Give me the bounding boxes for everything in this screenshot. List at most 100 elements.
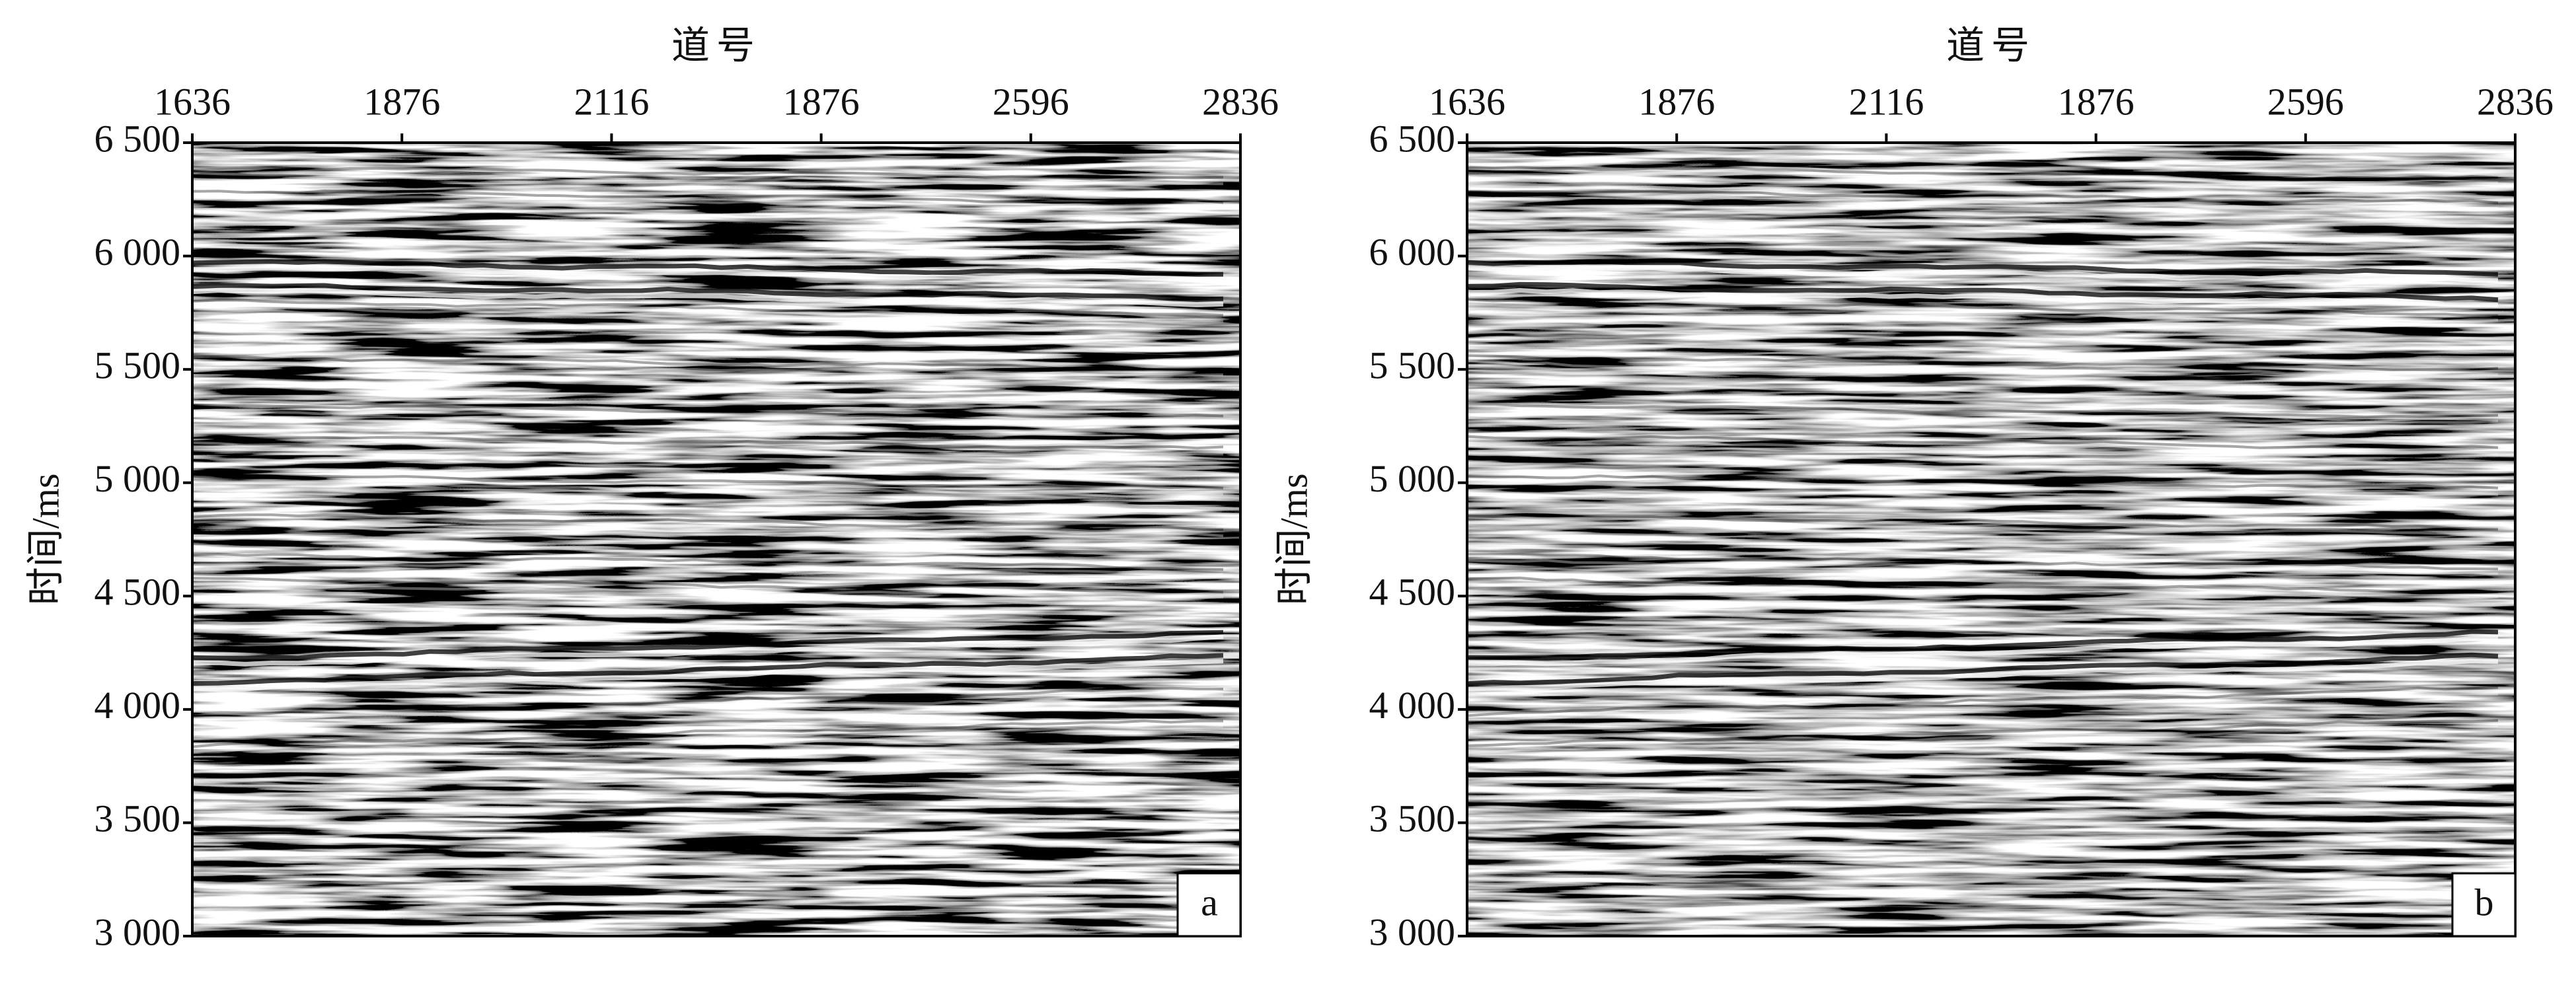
- y-tick-label: 5 000: [1369, 457, 1456, 500]
- reflector: [192, 355, 1224, 371]
- reflector: [192, 436, 1224, 450]
- reflector: [1467, 658, 2499, 692]
- reflector: [192, 171, 1224, 186]
- reflector: [1467, 636, 2499, 667]
- panel-label-box: [2451, 872, 2517, 937]
- reflector: [192, 299, 1224, 317]
- reflector: [1467, 552, 2499, 571]
- y-tick-label: 5 500: [1369, 344, 1456, 386]
- reflector: [192, 474, 1224, 490]
- y-tick-label: 5 000: [95, 457, 181, 500]
- reflector: [192, 719, 1224, 748]
- x-axis-label: 道号: [1946, 24, 2036, 67]
- reflector: [1467, 559, 2499, 577]
- reflector: [192, 630, 1224, 661]
- reflector: [192, 513, 1224, 531]
- plot-frame: [191, 141, 1242, 937]
- reflector: [192, 692, 1224, 723]
- seismic-image: [192, 143, 1240, 936]
- reflector: [192, 403, 1224, 418]
- reflector: [192, 304, 1224, 322]
- panel-label-box: [1176, 872, 1242, 937]
- reflector: [192, 552, 1224, 571]
- reflector: [192, 259, 1223, 277]
- reflector: [192, 634, 1224, 667]
- reflector: [192, 558, 1224, 577]
- seismic-image: [1467, 143, 2515, 936]
- x-tick-label: 1876: [363, 80, 440, 123]
- y-tick-label: 3 500: [95, 797, 181, 840]
- reflector: [1467, 359, 2499, 378]
- reflector: [1467, 172, 2499, 186]
- reflector: [1467, 480, 2499, 496]
- x-tick-label: 1636: [154, 80, 231, 123]
- reflector: [1467, 719, 2499, 747]
- reflector: [192, 725, 1224, 754]
- x-tick-label: 1876: [783, 80, 860, 123]
- y-tick-label: 6 000: [95, 231, 181, 273]
- reflector: [1467, 583, 2499, 601]
- reflector: [1467, 519, 2499, 538]
- reflector: [1467, 692, 2499, 722]
- reflector: [1467, 629, 2499, 661]
- y-tick-label: 3 000: [1369, 910, 1456, 953]
- reflector: [1467, 652, 2499, 686]
- reflector: [1467, 259, 2499, 277]
- reflector: [192, 577, 1224, 594]
- reflector: [192, 659, 1224, 692]
- y-tick-label: 4 000: [95, 684, 181, 727]
- reflector: [192, 441, 1224, 456]
- reflector: [1467, 409, 2499, 424]
- reflector: [1467, 265, 2499, 283]
- reflector: [1467, 576, 2499, 594]
- reflector: [1467, 281, 2499, 303]
- reflector: [1467, 402, 2499, 419]
- reflector: [1467, 305, 2499, 323]
- reflector: [192, 653, 1224, 686]
- y-axis-label: 时间/ms: [1272, 474, 1315, 606]
- reflector: [1467, 190, 2499, 204]
- x-tick-label: 2116: [1848, 80, 1924, 123]
- y-tick-label: 6 500: [95, 117, 181, 160]
- reflector: [1467, 686, 2499, 717]
- y-axis-label: 时间/ms: [24, 474, 67, 606]
- x-tick-label: 1876: [2058, 80, 2135, 123]
- reflector: [1467, 513, 2499, 531]
- reflector: [1467, 435, 2499, 449]
- reflector: [192, 480, 1224, 496]
- x-tick-label: 1636: [1429, 80, 1505, 123]
- panel-label: a: [1201, 881, 1218, 924]
- reflector: [1467, 287, 2499, 308]
- reflector: [192, 408, 1224, 425]
- reflector: [192, 195, 1224, 210]
- reflector: [1467, 298, 2499, 317]
- y-tick-label: 3 500: [1369, 797, 1456, 840]
- reflector: [192, 165, 1224, 180]
- plot-frame: [1466, 141, 2517, 937]
- y-tick-label: 6 000: [1369, 231, 1456, 273]
- reflector: [192, 288, 1224, 308]
- x-tick-label: 2836: [2477, 80, 2554, 123]
- reflector: [1467, 474, 2499, 490]
- reflector: [1467, 725, 2499, 754]
- reflector: [1467, 195, 2499, 210]
- x-tick-label: 2116: [574, 80, 649, 123]
- x-tick-label: 2836: [1202, 80, 1279, 123]
- reflector: [1467, 354, 2499, 371]
- x-tick-label: 1876: [1638, 80, 1715, 123]
- y-tick-label: 6 500: [1369, 117, 1456, 160]
- y-tick-label: 4 000: [1369, 684, 1456, 727]
- reflector: [192, 190, 1224, 204]
- reflector: [192, 265, 1224, 283]
- reflector: [192, 686, 1223, 717]
- y-tick-label: 4 500: [1369, 571, 1456, 614]
- panel-label: b: [2475, 881, 2494, 924]
- y-tick-label: 5 500: [95, 344, 181, 386]
- x-axis-label: 道号: [671, 24, 761, 67]
- reflector: [192, 519, 1224, 538]
- x-tick-label: 2596: [993, 80, 1069, 123]
- reflector: [192, 283, 1224, 303]
- reflector: [1467, 165, 2499, 180]
